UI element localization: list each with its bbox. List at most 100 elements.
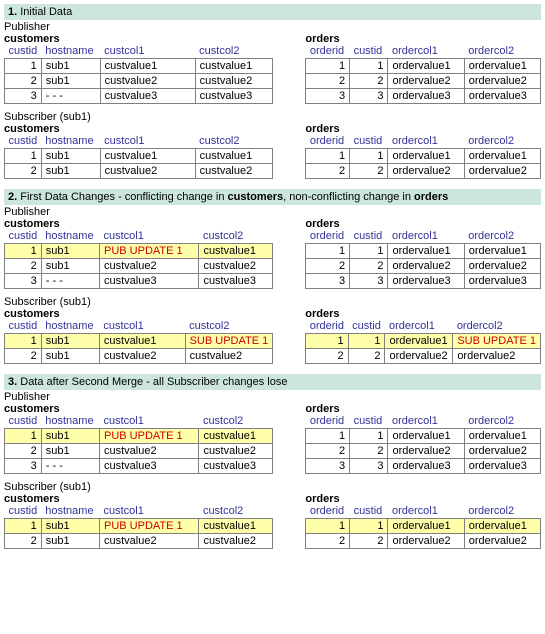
cell: 2 <box>306 164 350 179</box>
cell: custvalue3 <box>199 274 273 289</box>
cell: 1 <box>350 519 388 534</box>
data-table: custidhostnamecustcol1custcol21sub1PUB U… <box>4 415 273 474</box>
customers-column: customerscustidhostnamecustcol1custcol21… <box>4 33 273 104</box>
cell: custvalue1 <box>100 149 195 164</box>
table-row: 22ordervalue2ordervalue2 <box>306 259 541 274</box>
table-row: 2sub1custvalue2custvalue2 <box>5 164 273 179</box>
cell: custvalue2 <box>100 259 199 274</box>
table-title: customers <box>4 493 273 505</box>
table-row: 11ordervalue1ordervalue1 <box>306 519 541 534</box>
cell: sub1 <box>41 349 99 364</box>
customers-column: customerscustidhostnamecustcol1custcol21… <box>4 403 273 474</box>
cell: 2 <box>5 259 42 274</box>
cell: 2 <box>5 74 42 89</box>
cell: custvalue1 <box>100 59 195 74</box>
cell: ordervalue2 <box>385 349 453 364</box>
table-row: 22ordervalue2ordervalue2 <box>306 74 541 89</box>
cell: custvalue1 <box>195 149 273 164</box>
col-header: custcol1 <box>100 230 199 244</box>
table-row: 3- - -custvalue3custvalue3 <box>5 89 273 104</box>
table-row: 33ordervalue3ordervalue3 <box>306 89 541 104</box>
col-header: ordercol2 <box>453 320 541 334</box>
customers-column: customerscustidhostnamecustcol1custcol21… <box>4 123 273 179</box>
cell: sub1 <box>41 519 99 534</box>
cell: ordervalue3 <box>388 89 464 104</box>
group-label: Subscriber (sub1) <box>4 295 541 308</box>
col-header: custid <box>5 230 42 244</box>
col-header: ordercol1 <box>388 230 464 244</box>
cell: 2 <box>5 164 42 179</box>
table-row: 11ordervalue1ordervalue1 <box>306 429 541 444</box>
data-table: orderidcustidordercol1ordercol211orderva… <box>305 320 541 364</box>
col-header: ordercol1 <box>385 320 453 334</box>
cell: 2 <box>306 74 350 89</box>
cell: ordervalue1 <box>388 59 464 74</box>
cell: 1 <box>350 149 388 164</box>
cell: PUB UPDATE 1 <box>100 244 199 259</box>
cell: 1 <box>350 59 388 74</box>
cell: 2 <box>350 259 388 274</box>
cell: - - - <box>41 459 99 474</box>
table-row: 11ordervalue1ordervalue1 <box>306 149 541 164</box>
table-row: 1sub1PUB UPDATE 1custvalue1 <box>5 519 273 534</box>
cell: ordervalue1 <box>388 429 464 444</box>
section-header: 3. Data after Second Merge - all Subscri… <box>4 374 541 390</box>
cell: ordervalue1 <box>464 149 540 164</box>
col-header: custcol1 <box>100 415 199 429</box>
col-header: custid <box>5 135 42 149</box>
data-table: custidhostnamecustcol1custcol21sub1custv… <box>4 320 273 364</box>
cell: custvalue2 <box>99 349 185 364</box>
cell: custvalue2 <box>100 444 199 459</box>
cell: sub1 <box>41 149 100 164</box>
cell: ordervalue1 <box>388 244 464 259</box>
table-row: 2sub1custvalue2custvalue2 <box>5 349 273 364</box>
cell: 3 <box>350 459 388 474</box>
cell: 3 <box>306 274 350 289</box>
cell: 2 <box>306 444 350 459</box>
cell: 1 <box>348 334 385 349</box>
table-row: 1sub1custvalue1SUB UPDATE 1 <box>5 334 273 349</box>
cell: PUB UPDATE 1 <box>100 429 199 444</box>
customers-column: customerscustidhostnamecustcol1custcol21… <box>4 493 273 549</box>
table-row: 11ordervalue1ordervalue1 <box>306 244 541 259</box>
cell: 2 <box>348 349 385 364</box>
col-header: custid <box>5 45 42 59</box>
col-header: ordercol1 <box>388 415 464 429</box>
col-header: ordercol2 <box>464 505 540 519</box>
cell: custvalue2 <box>100 164 195 179</box>
col-header: custcol2 <box>195 135 273 149</box>
col-header: custcol1 <box>100 135 195 149</box>
col-header: custid <box>350 135 388 149</box>
col-header: orderid <box>306 505 350 519</box>
cell: ordervalue2 <box>464 74 540 89</box>
table-row: 22ordervalue2ordervalue2 <box>306 349 541 364</box>
table-title: customers <box>4 403 273 415</box>
cell: sub1 <box>41 244 99 259</box>
cell: - - - <box>41 274 99 289</box>
table-row: 1sub1PUB UPDATE 1custvalue1 <box>5 429 273 444</box>
cell: ordervalue1 <box>464 429 540 444</box>
col-header: ordercol2 <box>464 45 540 59</box>
cell: 3 <box>306 459 350 474</box>
cell: custvalue2 <box>199 259 273 274</box>
cell: 2 <box>350 164 388 179</box>
col-header: ordercol2 <box>464 415 540 429</box>
orders-column: ordersorderidcustidordercol1ordercol211o… <box>305 308 541 364</box>
table-row: 11ordervalue1ordervalue1 <box>306 59 541 74</box>
section: 2. First Data Changes - conflicting chan… <box>4 189 541 364</box>
customers-column: customerscustidhostnamecustcol1custcol21… <box>4 308 273 364</box>
cell: 2 <box>5 444 42 459</box>
cell: - - - <box>41 89 100 104</box>
cell: 1 <box>306 149 350 164</box>
cell: ordervalue3 <box>464 274 540 289</box>
cell: custvalue1 <box>195 59 273 74</box>
table-row: 22ordervalue2ordervalue2 <box>306 444 541 459</box>
data-table: custidhostnamecustcol1custcol21sub1custv… <box>4 135 273 179</box>
cell: 1 <box>5 429 42 444</box>
cell: 2 <box>350 534 388 549</box>
col-header: orderid <box>306 45 350 59</box>
col-header: custcol1 <box>100 45 195 59</box>
cell: ordervalue2 <box>464 259 540 274</box>
cell: 1 <box>350 429 388 444</box>
data-table: custidhostnamecustcol1custcol21sub1PUB U… <box>4 230 273 289</box>
